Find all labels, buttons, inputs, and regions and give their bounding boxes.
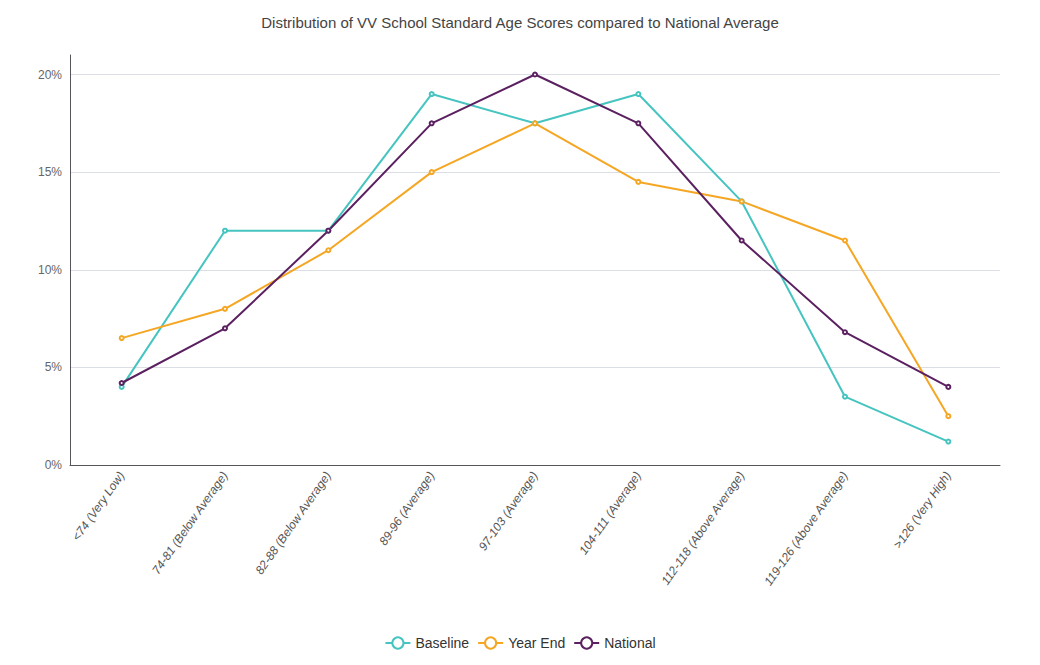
- svg-text:74-81 (Below Average): 74-81 (Below Average): [149, 469, 231, 577]
- svg-text:>126 (Very High): >126 (Very High): [891, 469, 954, 551]
- svg-text:15%: 15%: [38, 165, 62, 179]
- svg-text:<74 (Very Low): <74 (Very Low): [69, 469, 127, 544]
- svg-text:Year End: Year End: [508, 635, 565, 651]
- svg-text:Baseline: Baseline: [415, 635, 469, 651]
- svg-text:119-126 (Above Average): 119-126 (Above Average): [761, 469, 850, 588]
- svg-text:89-96 (Average): 89-96 (Average): [376, 469, 437, 548]
- svg-text:97-103 (Average): 97-103 (Average): [476, 469, 541, 553]
- svg-text:82-88 (Below Average): 82-88 (Below Average): [253, 469, 335, 577]
- svg-text:20%: 20%: [38, 68, 62, 82]
- svg-text:112-118 (Above Average): 112-118 (Above Average): [658, 469, 747, 588]
- svg-text:Distribution of VV School Stan: Distribution of VV School Standard Age S…: [261, 14, 779, 31]
- svg-text:10%: 10%: [38, 263, 62, 277]
- svg-text:National: National: [604, 635, 655, 651]
- svg-text:0%: 0%: [45, 458, 63, 472]
- svg-text:104-111 (Average): 104-111 (Average): [576, 469, 644, 557]
- svg-text:5%: 5%: [45, 360, 63, 374]
